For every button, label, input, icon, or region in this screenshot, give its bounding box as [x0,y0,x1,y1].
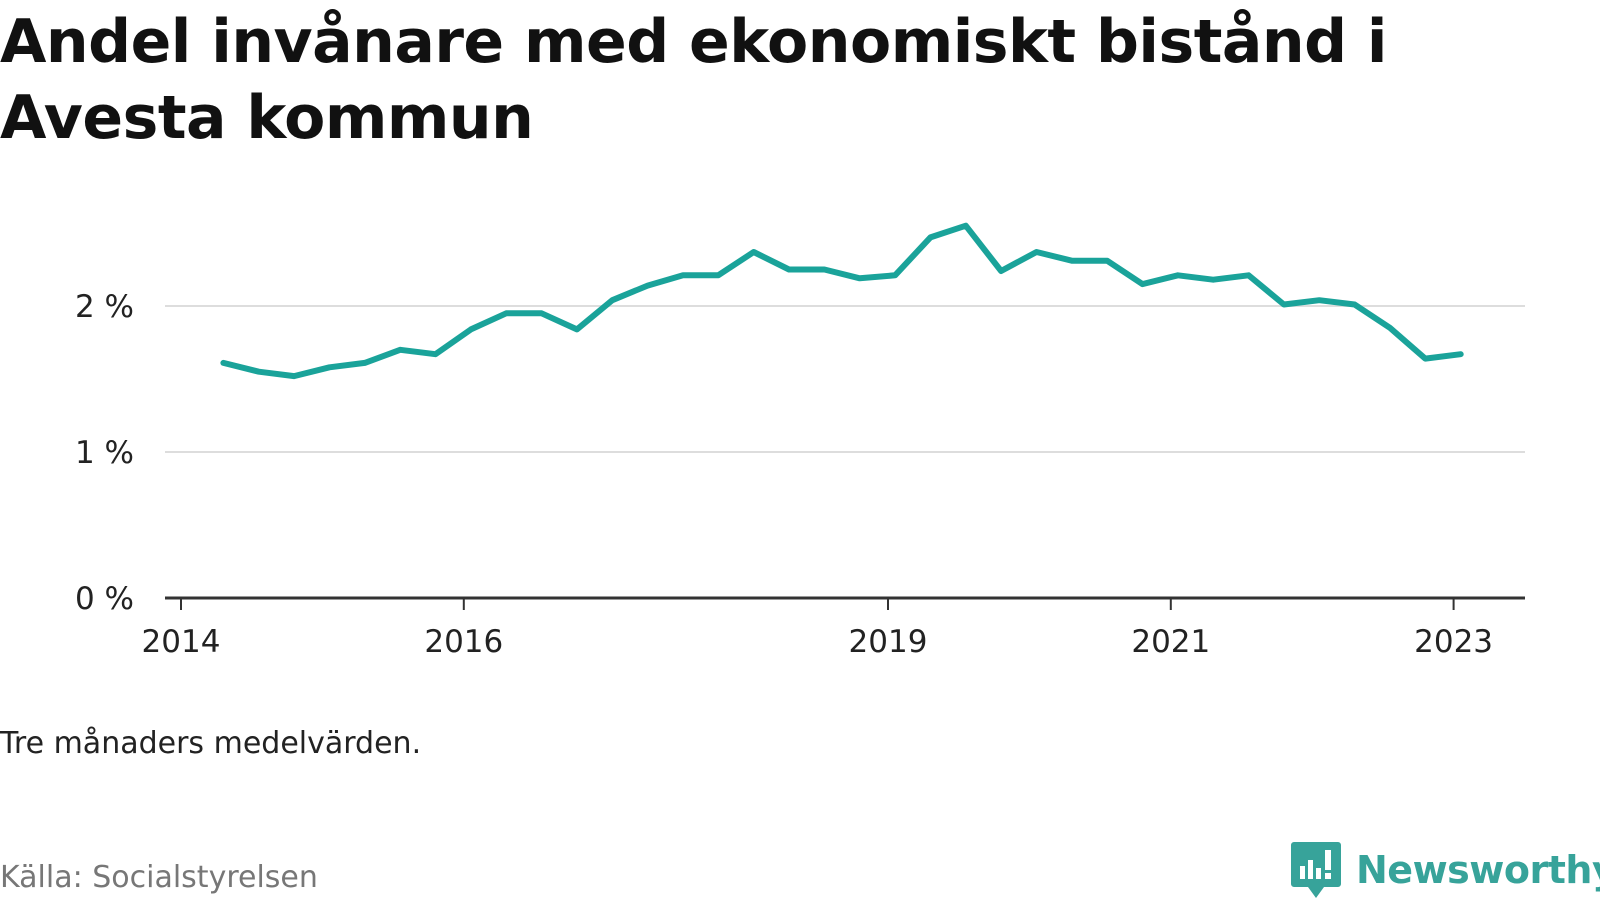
x-tick-label: 2014 [142,624,221,660]
data-point [291,373,297,379]
data-point [786,267,792,273]
x-tick-label: 2021 [1131,624,1210,660]
data-point [256,369,262,375]
data-point [1033,249,1039,255]
data-point [998,268,1004,274]
data-point [1175,272,1181,278]
y-axis-tick-labels: 0 % 1 % 2 % [75,289,134,617]
data-point [821,267,827,273]
series-line [220,222,1464,380]
brand-logo: Newsworthy [1290,840,1600,900]
chart-note: Tre månaders medelvärden. [0,726,422,761]
data-point [680,272,686,278]
data-point [1140,281,1146,287]
data-point [645,283,651,289]
data-point [927,234,933,240]
data-point [397,347,403,353]
newsworthy-logo-icon [1291,842,1341,898]
data-point [1069,258,1075,264]
data-point [1281,302,1287,308]
data-point [715,272,721,278]
y-tick-label: 2 % [75,289,134,325]
x-tick-label: 2023 [1414,624,1493,660]
data-point [1387,325,1393,331]
data-point [468,326,474,332]
data-point [433,351,439,357]
brand-name: Newsworthy [1356,848,1600,892]
data-point [751,249,757,255]
data-point [1104,258,1110,264]
chart-title: Andel invånare med ekonomiskt bistånd i … [0,7,1387,153]
data-point [503,310,509,316]
data-point [1316,297,1322,303]
data-point [1458,351,1464,357]
data-point [609,297,615,303]
data-point [1352,302,1358,308]
data-point [326,364,332,370]
data-point [857,275,863,281]
series-group [220,222,1464,380]
x-tick-label: 2019 [849,624,928,660]
source-text: Källa: Socialstyrelsen [0,860,318,895]
x-axis-ticks: 2014 2016 2019 2021 2023 [142,598,1493,660]
data-point [892,272,898,278]
data-point [1422,356,1428,362]
data-point [963,223,969,229]
data-point [220,360,226,366]
data-point [1246,272,1252,278]
data-point [574,326,580,332]
gridlines [165,305,1525,453]
y-tick-label: 1 % [75,435,134,471]
y-tick-label: 0 % [75,581,134,617]
data-point [1210,277,1216,283]
x-tick-label: 2016 [424,624,503,660]
data-point [362,360,368,366]
data-point [539,310,545,316]
